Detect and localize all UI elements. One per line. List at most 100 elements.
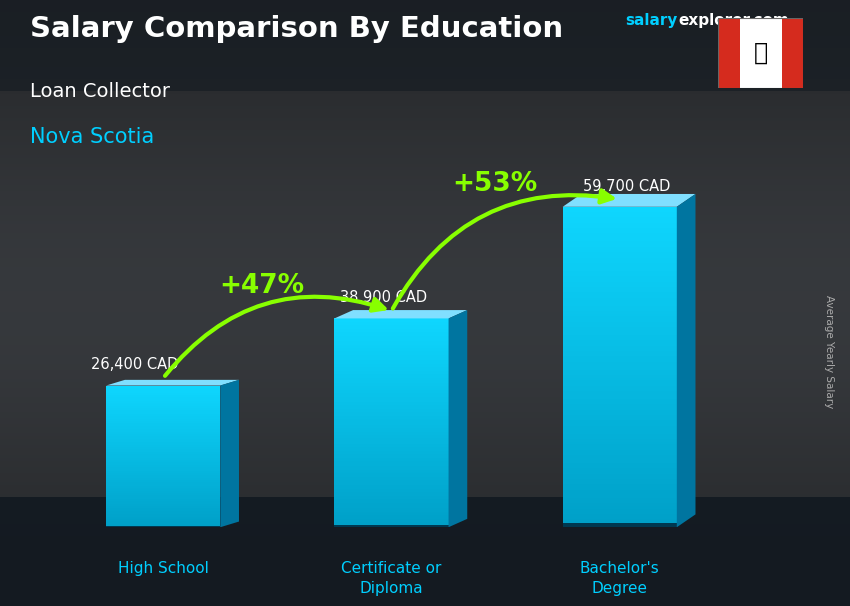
Bar [0,58,850,61]
Bar [0,64,850,67]
Bar [334,525,449,527]
Bar [334,437,449,439]
Bar [0,497,850,606]
Bar [563,292,677,295]
Bar [106,455,220,456]
Bar [0,376,850,379]
Bar [0,500,850,503]
Bar [563,482,677,484]
Bar [563,399,677,402]
Bar [106,486,220,487]
Bar [0,45,850,48]
Bar [334,430,449,431]
Bar [0,79,850,82]
Bar [334,400,449,402]
Bar [563,225,677,228]
Bar [563,330,677,332]
Bar [0,36,850,39]
Bar [106,464,220,465]
Bar [0,136,850,139]
Bar [563,345,677,348]
Bar [0,373,850,376]
Bar [0,582,850,585]
Bar [334,376,449,378]
Bar [0,191,850,194]
Bar [106,487,220,488]
Bar [334,371,449,372]
Bar [563,421,677,423]
Bar [0,427,850,430]
Bar [334,399,449,400]
Bar [0,206,850,209]
Bar [563,396,677,399]
Bar [106,419,220,420]
Bar [334,369,449,371]
Bar [0,300,850,303]
Bar [106,440,220,441]
Bar [0,461,850,464]
Bar [334,499,449,501]
Bar [0,76,850,79]
Bar [0,297,850,300]
Bar [0,467,850,470]
Bar [334,426,449,428]
Bar [0,39,850,42]
Bar [563,335,677,338]
Bar [106,429,220,430]
Bar [563,436,677,439]
Bar [0,430,850,433]
Bar [106,431,220,433]
Bar [563,332,677,335]
Bar [106,462,220,464]
Bar [106,404,220,405]
Bar [0,70,850,73]
Bar [0,312,850,315]
Bar [334,433,449,435]
Text: 38,900 CAD: 38,900 CAD [340,290,427,305]
Bar [0,400,850,403]
Bar [0,273,850,276]
Bar [106,465,220,466]
Bar [0,97,850,100]
Text: Average Yearly Salary: Average Yearly Salary [824,295,834,408]
Bar [334,365,449,367]
Bar [563,218,677,220]
Bar [334,494,449,496]
Bar [0,209,850,212]
Bar [563,381,677,383]
Bar [106,504,220,505]
Bar [0,161,850,164]
Bar [563,351,677,354]
Bar [563,322,677,324]
Bar [334,320,449,322]
Bar [334,508,449,510]
Polygon shape [563,194,695,207]
Bar [106,408,220,409]
Bar [563,338,677,341]
Bar [0,482,850,485]
Bar [106,491,220,492]
Bar [563,327,677,330]
Bar [106,460,220,461]
Bar [563,313,677,316]
Bar [106,499,220,500]
Bar [334,507,449,508]
Bar [0,397,850,400]
Bar [106,444,220,445]
Bar [0,497,850,500]
Bar [334,388,449,390]
Bar [334,521,449,522]
Bar [334,339,449,341]
Bar [0,385,850,388]
Bar [0,451,850,454]
Bar [0,336,850,339]
Bar [563,287,677,290]
Bar [106,484,220,485]
Bar [334,442,449,444]
Bar [0,197,850,200]
Bar [106,475,220,476]
Bar [334,501,449,503]
Bar [563,265,677,268]
Bar [0,391,850,394]
Bar [563,273,677,276]
